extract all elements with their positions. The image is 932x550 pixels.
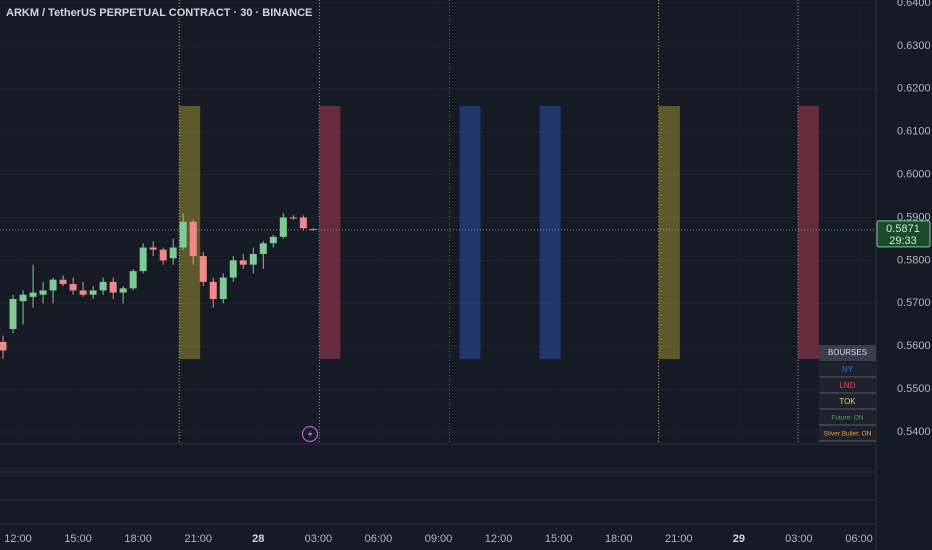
x-tick-label: 03:00 [305,533,333,545]
y-tick-label: 0.6100 [897,126,931,138]
x-tick-label: 03:00 [785,533,813,545]
x-tick-label: 21:00 [184,533,212,545]
alert-circle [301,425,319,443]
candle-body [9,299,17,330]
grid [0,2,876,433]
candle-body [179,221,187,248]
candle-body [29,292,37,297]
candle-body [139,247,147,272]
session-box [319,105,341,360]
candle-body [159,249,167,261]
y-tick-label: 0.5500 [897,383,931,395]
candle-body [69,283,77,291]
x-tick-label: 15:00 [64,533,92,545]
x-tick-label: 12:00 [485,533,513,545]
session-box [459,105,481,360]
table-title: BOURSES [828,348,867,357]
y-tick-label: 0.6300 [897,40,931,52]
candle-body [249,253,257,265]
candle-body [0,341,7,351]
alert-bolt [307,429,313,440]
table-header-bg [819,345,876,361]
session-box [797,105,819,360]
last-price-box [876,220,931,248]
x-tick-label: 09:00 [425,533,453,545]
x-tick-label: 28 [252,533,264,545]
y-tick-label: 0.5900 [897,211,931,223]
candle-body [219,277,227,300]
candle-body [299,217,307,229]
y-tick-label: 0.5400 [897,426,931,438]
session-box [179,105,201,360]
candle-body [279,217,287,237]
x-tick-label: 15:00 [545,533,573,545]
y-tick-label: 0.5800 [897,254,931,266]
table-row-bg [819,378,876,393]
table-row-label: NY [842,365,854,374]
candle-body [239,260,247,265]
countdown-label: 29:33 [889,235,917,247]
candle-body [49,279,57,291]
table-row-label: Future: ON [831,415,863,422]
candle-body [119,288,127,293]
y-tick-label: 0.6000 [897,169,931,181]
x-tick-label: 12:00 [4,533,32,545]
candle-body [109,281,117,293]
chart-title: ARKM / TetherUS PERPETUAL CONTRACT · 30 … [6,7,312,19]
x-tick-label: 06:00 [365,533,393,545]
y-tick-label: 0.5600 [897,340,931,352]
y-tick-label: 0.6200 [897,83,931,95]
table-row-label: TOK [839,397,856,406]
y-tick-label: 0.6400 [897,0,931,9]
candle-body [229,260,237,278]
candle-body [39,290,47,295]
candle-body [189,221,197,257]
candle-body [259,243,267,254]
candle-body [309,229,317,231]
candle-body [129,271,137,289]
table-row-bg [819,394,876,409]
candle-body [99,281,107,291]
candle-body [169,247,177,259]
candle-body [79,290,87,295]
x-tick-label: 21:00 [665,533,693,545]
alert-icon[interactable] [301,425,319,443]
last-price-label: 0.5871 [886,223,920,235]
candle-body [149,247,157,250]
candle-body [289,217,297,219]
table-row-label: LND [839,381,855,390]
candle-body [209,281,217,300]
y-tick-label: 0.5700 [897,297,931,309]
x-tick-label: 18:00 [605,533,633,545]
candle-body [19,294,27,302]
session-box [539,105,561,360]
candle-body [269,236,277,244]
candle-body [89,290,97,295]
table-row-bg [819,362,876,377]
plot-area [0,0,819,444]
table-row-bg [819,410,876,425]
x-tick-label: 29 [733,533,745,545]
table-row-bg [819,426,876,441]
x-tick-label: 18:00 [124,533,152,545]
candle-body [59,279,67,284]
session-box [658,105,680,360]
candle-body [199,256,207,282]
x-tick-label: 06:00 [845,533,873,545]
table-row-label: Silver Bullet: ON [824,431,872,438]
